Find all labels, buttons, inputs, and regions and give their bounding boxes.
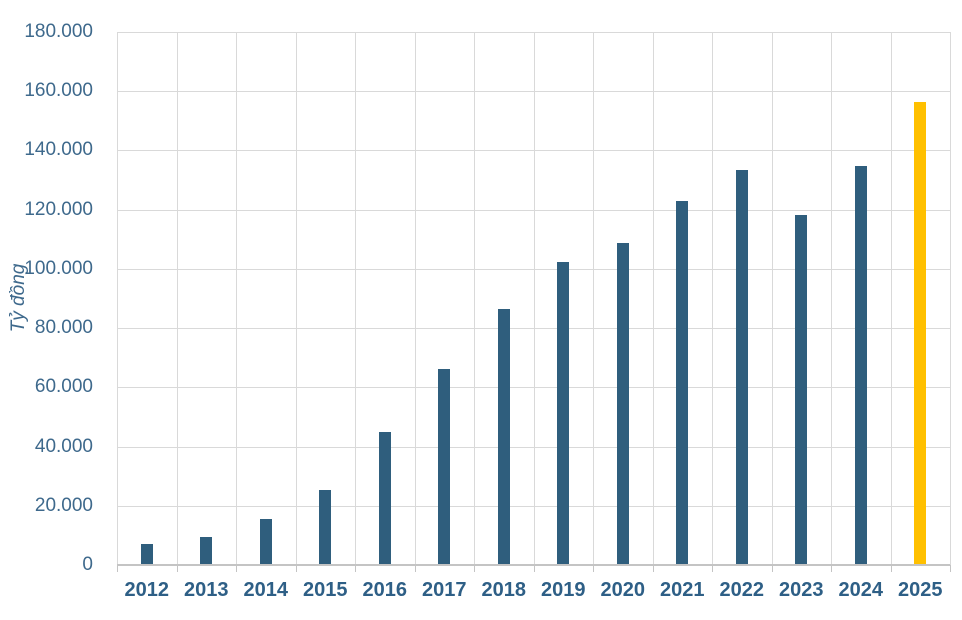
x-tick-label-2018: 2018 [481,579,527,601]
x-axis-line [117,564,950,566]
bar-2025 [914,102,927,565]
x-tick-label-2016: 2016 [362,579,408,601]
x-tick-mark [355,565,356,572]
x-tick-mark [296,565,297,572]
bar-2024 [854,166,867,565]
y-tick-label: 140.000 [24,139,93,161]
bar-2018 [497,308,510,565]
h-gridline [117,91,950,93]
x-tick-label-2012: 2012 [124,579,170,601]
y-tick-label: 20.000 [34,494,93,516]
h-gridline [117,446,950,448]
x-tick-label-2020: 2020 [600,579,646,601]
bar-2014 [259,518,272,565]
bar-2016 [378,432,391,565]
h-gridline [117,387,950,389]
x-tick-label-2021: 2021 [660,579,705,601]
x-tick-label-2022: 2022 [719,579,765,601]
x-tick-label-2024: 2024 [838,579,884,601]
v-gridline [296,32,297,565]
x-tick-label-2017: 2017 [422,579,467,601]
plot-area [117,32,951,572]
x-tick-mark [831,565,832,572]
x-tick-label-2013: 2013 [184,579,229,601]
v-gridline [177,32,178,565]
x-tick-mark [474,565,475,572]
bar-2015 [319,489,332,565]
x-tick-mark [772,565,773,572]
v-gridline [950,32,951,565]
x-tick-mark [236,565,237,572]
y-tick-label: 80.000 [34,317,93,339]
bar-2017 [438,368,451,565]
v-gridline [831,32,832,565]
x-tick-mark [653,565,654,572]
x-tick-mark [712,565,713,572]
x-tick-mark [950,565,951,572]
v-gridline [772,32,773,565]
x-tick-label-2025: 2025 [898,579,943,601]
h-gridline [117,150,950,152]
v-gridline [593,32,594,565]
v-gridline [653,32,654,565]
bar-2022 [735,170,748,565]
x-tick-label-2019: 2019 [541,579,586,601]
h-gridline [117,268,950,270]
x-tick-mark [415,565,416,572]
y-tick-label: 40.000 [34,435,93,457]
y-tick-label: 100.000 [24,257,93,279]
v-gridline [415,32,416,565]
x-tick-label-2023: 2023 [779,579,824,601]
x-tick-mark [117,565,118,572]
y-tick-label: 0 [82,554,93,575]
y-tick-label: 160.000 [24,80,93,102]
bar-2012 [140,543,153,565]
v-gridline [474,32,475,565]
x-tick-label-2015: 2015 [303,579,348,601]
x-tick-label-2014: 2014 [243,579,289,601]
v-gridline [236,32,237,565]
v-gridline [355,32,356,565]
v-gridline [712,32,713,565]
v-gridline [891,32,892,565]
y-tick-label: 120.000 [24,198,93,220]
y-tick-label: 60.000 [34,376,93,398]
h-gridline [117,32,950,33]
x-tick-mark [177,565,178,572]
y-tick-label: 180.000 [24,21,93,42]
bar-2019 [557,262,570,565]
v-gridline [117,32,118,565]
h-gridline [117,209,950,211]
x-tick-mark [534,565,535,572]
bar-2021 [676,201,689,565]
x-tick-mark [593,565,594,572]
x-tick-mark [891,565,892,572]
bar-2023 [795,214,808,565]
v-gridline [534,32,535,565]
h-gridline [117,505,950,507]
h-gridline [117,328,950,330]
bar-2020 [616,243,629,565]
bar-2013 [200,536,213,565]
